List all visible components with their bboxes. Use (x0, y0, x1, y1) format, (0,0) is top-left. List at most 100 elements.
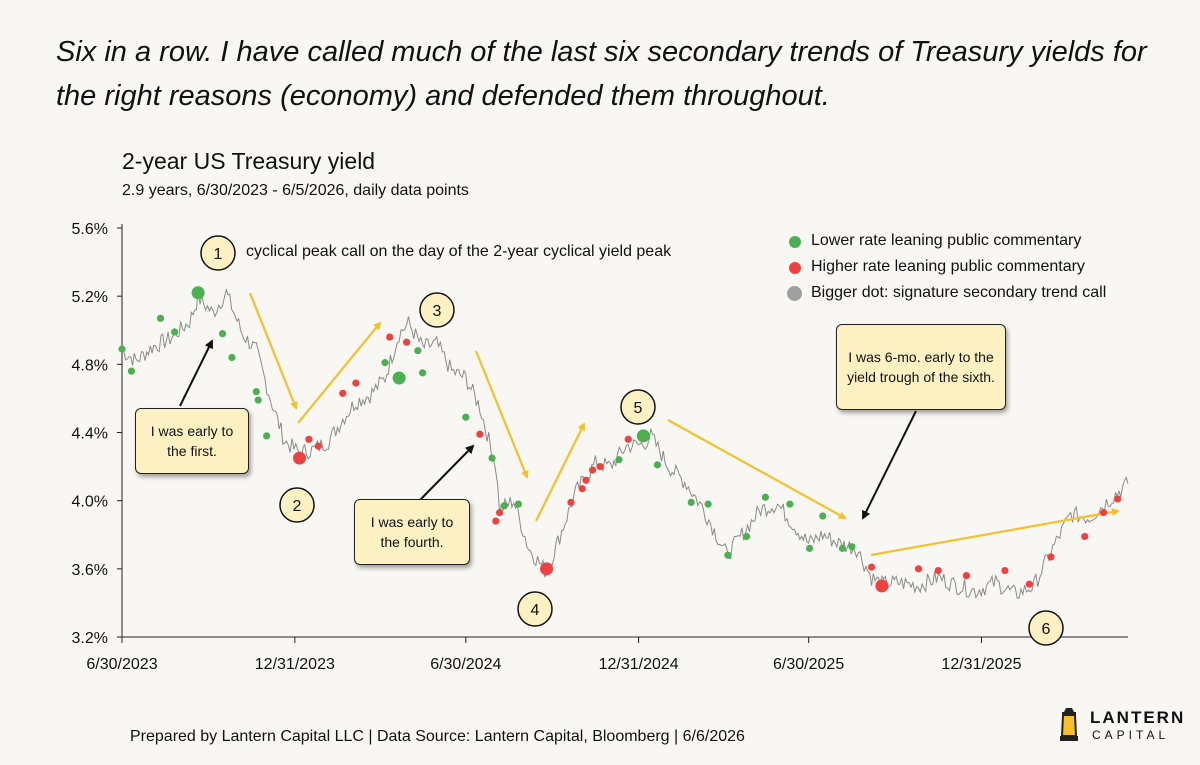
x-tick-label: 6/30/2024 (430, 656, 501, 673)
commentary-dot-red (1047, 553, 1055, 561)
trend-number-label: 2 (293, 498, 302, 515)
commentary-dot-green (488, 454, 496, 462)
commentary-dot-red (352, 379, 360, 387)
commentary-dot-red (403, 338, 411, 346)
commentary-dot-red (496, 508, 504, 517)
trend-number-circle (620, 389, 656, 425)
commentary-dot-red (962, 572, 971, 580)
commentary-dot-red (934, 566, 942, 575)
commentary-dot-green (254, 396, 262, 404)
trend-arrow-4 (535, 422, 585, 522)
x-tick-label: 12/31/2024 (599, 656, 679, 673)
callout-fourth-pointer (419, 444, 475, 501)
trend-number-label: 1 (214, 246, 223, 263)
commentary-dot-green (687, 498, 695, 506)
commentary-dot-green (118, 345, 126, 353)
lantern-logo-icon (1060, 708, 1078, 741)
commentary-dot-green (724, 551, 732, 559)
commentary-dot-red (1025, 580, 1033, 588)
headline: Six in a row. I have called much of the … (56, 36, 1147, 112)
commentary-dot-green (819, 512, 827, 520)
commentary-dot-green (381, 359, 389, 367)
commentary-dot-green (228, 353, 236, 362)
callout-sixth-pointer (862, 410, 917, 520)
trend-number-circle (1028, 610, 1064, 646)
callout-fourth: I was early to the fourth. (354, 499, 470, 565)
commentary-dot-green (743, 532, 751, 541)
commentary-dot-red (492, 517, 500, 525)
signature-call-dot-red (293, 451, 307, 465)
commentary-dot-red (1099, 508, 1108, 517)
commentary-dot-green (514, 500, 522, 508)
commentary-dot-green (462, 413, 470, 421)
legend-label-lower-rate: Lower rate leaning public commentary (811, 232, 1082, 249)
trend-arrow-1 (248, 292, 298, 410)
commentary-dot-red (1001, 566, 1009, 575)
commentary-dot-red (339, 389, 347, 397)
callout-first-pointer (179, 339, 213, 407)
chart-subtitle: 2.9 years, 6/30/2023 - 6/5/2026, daily d… (122, 182, 469, 199)
commentary-dot-red (476, 430, 484, 438)
commentary-dot-green (418, 369, 427, 377)
commentary-dot-red (386, 333, 394, 341)
commentary-dot-red (1081, 532, 1089, 541)
commentary-dot-green (805, 544, 814, 552)
y-tick-label: 4.8% (72, 357, 108, 374)
commentary-dot-red (1114, 495, 1122, 503)
trend-number-label: 4 (531, 602, 540, 619)
legend-dot-gray (787, 286, 802, 301)
commentary-dot-green (252, 388, 260, 396)
commentary-dot-red (567, 498, 575, 506)
legend-label-bigger-dot: Bigger dot: signature secondary trend ca… (811, 284, 1107, 301)
commentary-dot-green (761, 493, 770, 501)
legend-label-higher-rate: Higher rate leaning public commentary (811, 258, 1085, 275)
x-tick-label: 6/30/2023 (86, 656, 157, 673)
y-tick-label: 5.6% (72, 221, 108, 238)
trend-number-label: 6 (1042, 621, 1051, 638)
footer-source: Prepared by Lantern Capital LLC | Data S… (130, 728, 745, 745)
logo-sub: CAPITAL (1092, 728, 1170, 742)
y-tick-label: 3.2% (72, 630, 108, 647)
commentary-dot-red (578, 485, 586, 493)
trend-arrow-5 (667, 419, 847, 519)
trend-number-circle (279, 487, 315, 523)
yield-line (122, 287, 1129, 599)
y-tick-label: 4.4% (72, 426, 108, 443)
trend-number-circle (200, 235, 236, 271)
legend-dot-green (789, 236, 801, 248)
commentary-dot-green (704, 500, 712, 508)
trend-number-circle (419, 292, 455, 328)
logo-name: LANTERN (1090, 708, 1186, 727)
commentary-dot-green (171, 328, 179, 336)
commentary-dot-green (263, 432, 271, 440)
commentary-dot-green (500, 502, 508, 510)
signature-call-dot-red (540, 562, 554, 576)
x-tick-label: 6/30/2025 (773, 656, 844, 673)
legend-dot-red (789, 262, 801, 274)
peak-call-note: cyclical peak call on the day of the 2-y… (246, 243, 672, 260)
commentary-dot-red (867, 563, 876, 571)
commentary-dot-green (127, 367, 135, 375)
y-tick-label: 4.0% (72, 494, 108, 511)
trend-number-label: 5 (634, 400, 643, 417)
commentary-dot-green (615, 456, 623, 464)
commentary-dot-green (838, 544, 847, 552)
commentary-dot-red (914, 565, 923, 573)
commentary-dot-red (314, 442, 322, 450)
x-tick-label: 12/31/2023 (255, 656, 335, 673)
commentary-dot-red (588, 466, 597, 474)
x-tick-label: 12/31/2025 (941, 656, 1021, 673)
signature-call-dot-green (636, 429, 650, 443)
commentary-dot-green (414, 347, 422, 355)
commentary-dot-green (848, 543, 856, 551)
signature-call-dot-red (875, 579, 889, 593)
commentary-dot-green (653, 461, 662, 469)
commentary-dot-green (218, 330, 227, 338)
callout-sixth: I was 6-mo. early to the yield trough of… (836, 324, 1006, 410)
commentary-dot-red (596, 462, 604, 471)
commentary-dot-red (305, 435, 313, 443)
trend-arrow-6 (870, 508, 1120, 557)
commentary-dot-red (624, 435, 632, 443)
signature-call-dot-green (392, 371, 406, 385)
